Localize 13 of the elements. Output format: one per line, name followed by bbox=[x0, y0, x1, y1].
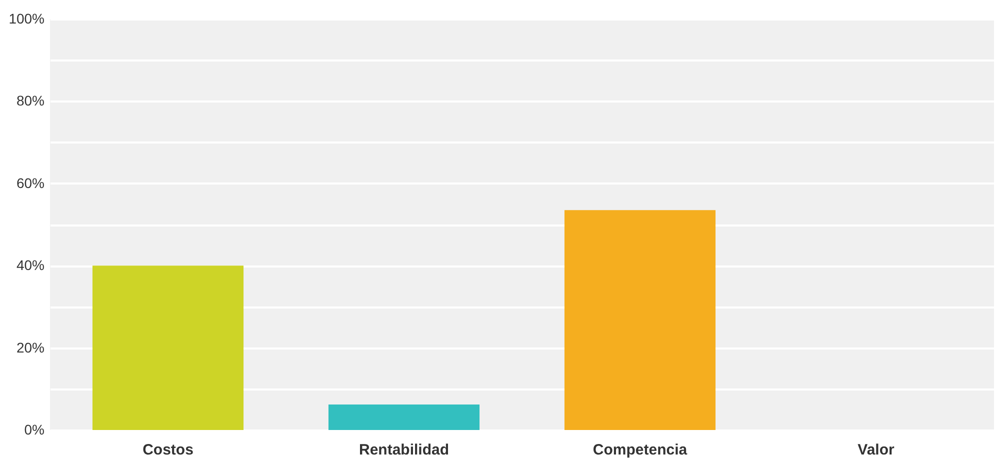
bar bbox=[564, 210, 716, 430]
x-tick-label: Competencia bbox=[592, 442, 688, 458]
y-tick-label: 0% bbox=[24, 422, 44, 438]
y-tick-label: 80% bbox=[16, 92, 44, 109]
x-tick-label: Costos bbox=[142, 442, 194, 458]
y-tick-label: 40% bbox=[16, 257, 44, 274]
x-tick-label: Rentabilidad bbox=[358, 442, 450, 458]
bar bbox=[92, 266, 244, 430]
x-tick-label: Valor bbox=[858, 442, 895, 458]
y-tick-label: 100% bbox=[8, 10, 44, 26]
y-tick-label: 60% bbox=[16, 174, 44, 191]
bar bbox=[328, 404, 480, 430]
y-tick-label: 20% bbox=[16, 339, 44, 356]
